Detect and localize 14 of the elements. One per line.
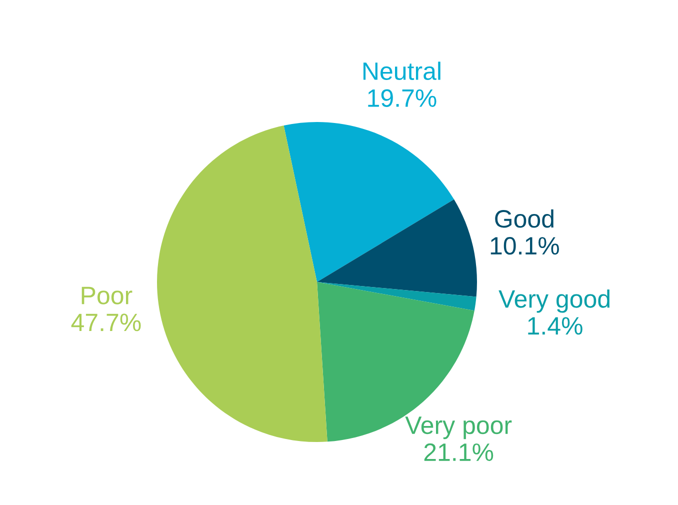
pie-slice — [317, 282, 476, 311]
slice-label: Very good — [498, 289, 610, 313]
slice-label: Poor — [82, 286, 132, 304]
data-label: 10.1% — [490, 236, 559, 255]
pie-slice — [317, 199, 477, 297]
data-label: 19.7% — [368, 89, 436, 107]
data-label: 47.7% — [71, 314, 141, 332]
slice-label: Good — [495, 209, 554, 228]
data-label: 1.4% — [528, 317, 582, 335]
data-label: 21.1% — [424, 443, 494, 461]
pie-slice — [157, 125, 328, 442]
pie-slice — [284, 122, 454, 282]
slice-label: Very poor — [405, 416, 512, 440]
slice-label: Neutral — [363, 62, 440, 80]
